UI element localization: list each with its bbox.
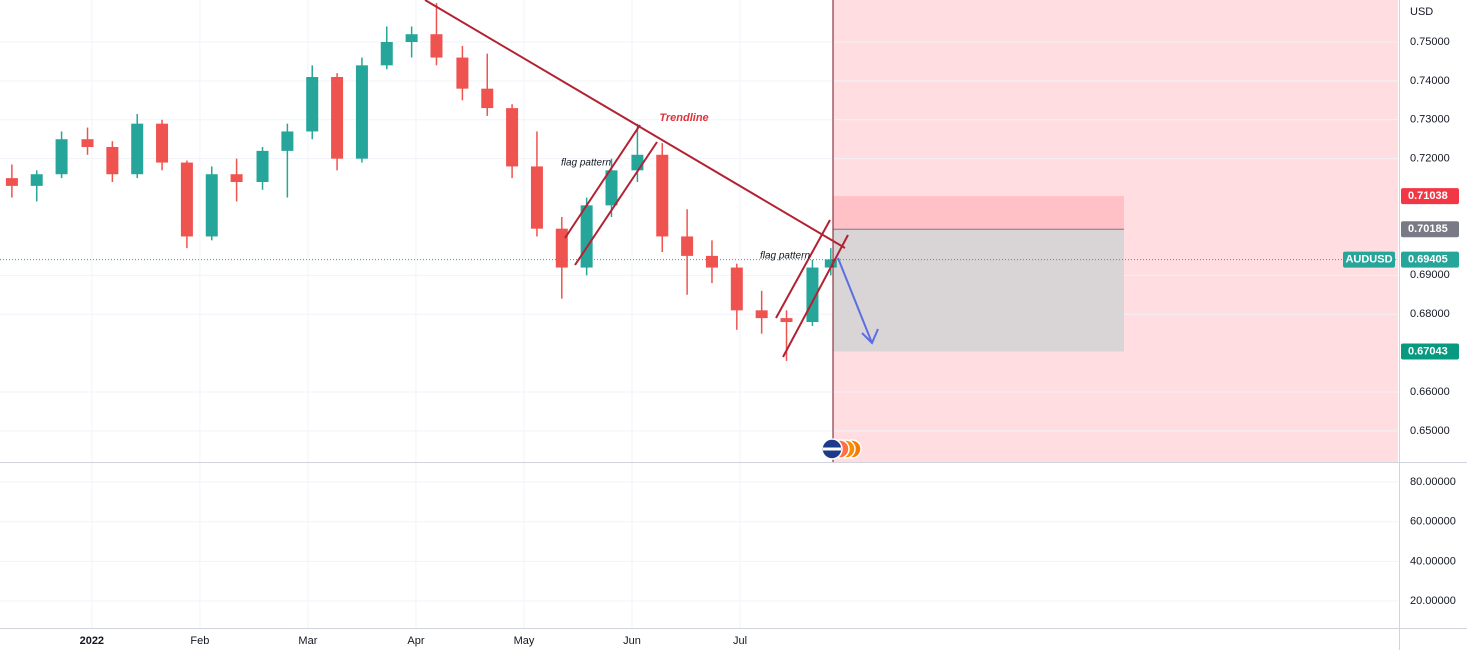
candle-body <box>106 147 119 175</box>
x-tick-label: 2022 <box>80 635 104 647</box>
y-tick-label: 0.72000 <box>1410 153 1450 165</box>
target-label-bg <box>1401 343 1459 360</box>
y-tick-label: 40.00000 <box>1410 555 1456 567</box>
axes: 2022 Feb Mar Apr May Jun Jul 0.65000 0.66000 0.68… <box>80 36 1459 647</box>
candle-body <box>430 34 443 58</box>
y-tick-label: 0.73000 <box>1410 114 1450 126</box>
candle-body <box>730 267 743 311</box>
candle-body <box>780 318 793 322</box>
x-tick-label: Feb <box>190 635 209 647</box>
symbol-bg <box>1343 251 1395 268</box>
y-tick-label: 0.69000 <box>1410 269 1450 281</box>
symbol-label: AUDUSD <box>1345 253 1392 265</box>
candle-body <box>456 57 469 89</box>
flag-line <box>775 219 831 319</box>
entry-label: 0.70185 <box>1408 223 1448 235</box>
candle-body <box>81 139 94 147</box>
unit-label: USD <box>1410 6 1433 18</box>
candle-body <box>331 77 344 159</box>
y-tick-label: 60.00000 <box>1410 516 1456 528</box>
candle-body <box>705 255 718 268</box>
candle-body <box>281 131 294 151</box>
candle-body <box>631 154 644 171</box>
y-tick-label: 0.65000 <box>1410 425 1450 437</box>
trendline <box>424 0 846 249</box>
candle-body <box>530 166 543 229</box>
last-price-label-bg <box>1401 251 1459 268</box>
grid <box>0 0 1398 628</box>
flag-line <box>564 124 641 239</box>
candle-body <box>506 108 519 167</box>
x-tick-label: Mar <box>298 635 317 647</box>
y-tick-label: 0.74000 <box>1410 75 1450 87</box>
x-tick-label: May <box>514 635 535 647</box>
candle-body <box>755 310 768 319</box>
candle-body <box>605 170 618 206</box>
candle-body <box>5 178 18 186</box>
y-tick-label: 0.75000 <box>1410 36 1450 48</box>
flag-label: flag pattern <box>561 158 611 169</box>
candle-body <box>180 162 193 237</box>
stop-label-bg <box>1401 188 1459 205</box>
event-icons <box>821 438 862 460</box>
last-price-label: 0.69405 <box>1408 253 1448 265</box>
trendline-label: Trendline <box>659 112 708 124</box>
candle-body <box>681 236 694 256</box>
candle-body <box>555 228 568 268</box>
candle-body <box>230 174 243 182</box>
y-tick-label: 0.66000 <box>1410 386 1450 398</box>
candle-body <box>205 174 218 237</box>
stop-zone <box>833 196 1124 230</box>
entry-label-bg <box>1401 221 1459 238</box>
stop-label: 0.71038 <box>1408 190 1448 202</box>
x-tick-label: Apr <box>407 635 424 647</box>
x-tick-label: Jul <box>733 635 747 647</box>
position-zones <box>0 196 1398 352</box>
y-tick-label: 20.00000 <box>1410 595 1456 607</box>
candle-body <box>405 34 418 42</box>
target-zone <box>833 229 1124 352</box>
candle-body <box>306 77 319 132</box>
candle-body <box>156 123 169 163</box>
y-tick-label: 80.00000 <box>1410 476 1456 488</box>
flag-line <box>782 234 849 358</box>
candle-body <box>481 88 494 109</box>
candle-body <box>55 139 68 175</box>
x-tick-label: Jun <box>623 635 641 647</box>
candle-body <box>131 123 144 175</box>
candle-body <box>256 150 269 182</box>
candle-body <box>824 259 837 268</box>
candles <box>5 3 837 361</box>
candle-body <box>380 42 393 66</box>
flag-label: flag pattern <box>760 251 810 262</box>
candle-body <box>656 154 669 237</box>
target-label: 0.67043 <box>1408 345 1448 357</box>
candle-body <box>30 174 43 186</box>
projection-arrow <box>837 257 879 345</box>
candle-body <box>355 65 368 159</box>
candle-body <box>580 205 593 268</box>
y-tick-label: 0.68000 <box>1410 308 1450 320</box>
flag-line <box>574 141 658 266</box>
